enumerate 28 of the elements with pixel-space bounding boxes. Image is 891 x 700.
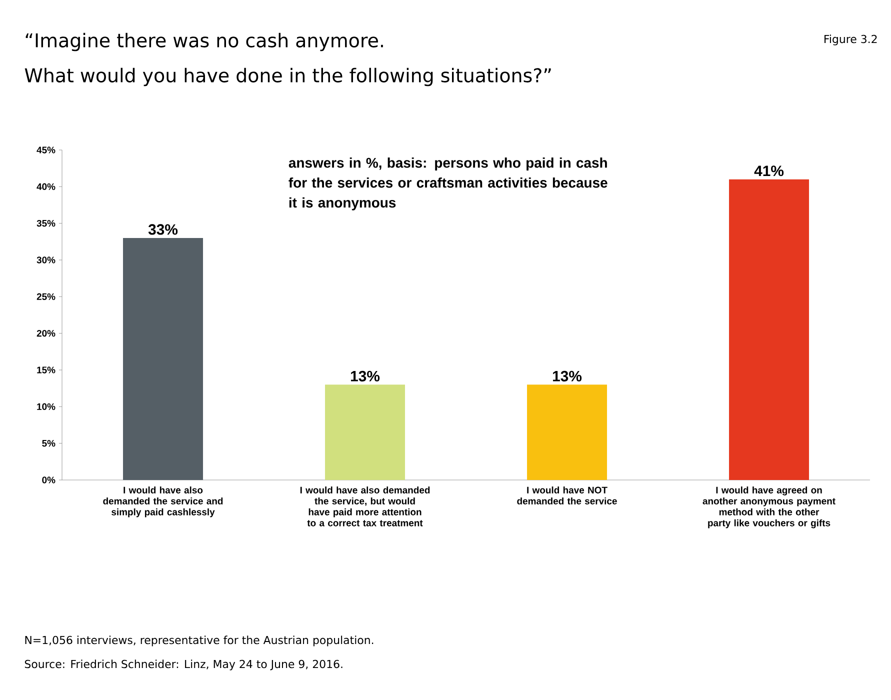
y-tick-label: 35%: [36, 220, 56, 227]
y-tick-label: 10%: [37, 403, 56, 410]
y-tick-label: 20%: [36, 330, 56, 337]
source-note: Source: Friedrich Schneider: Linz, May 24 to June 9, 2016.: [24, 660, 342, 670]
text: N=1,056 interviews, representative for the Austrian population.: [25, 636, 374, 646]
x-tick-label: I would have NOT demanded the service: [517, 486, 617, 504]
y-tick-label: 15%: [37, 366, 56, 374]
caption: Figure 3.2: [824, 34, 877, 46]
x-tick-label: I would have also demanded the service, but would have paid more attention to a correct tax treatment: [300, 486, 430, 526]
chart-title: “Imagine there was no cash anymore.: [26, 32, 383, 52]
bar: [527, 384, 608, 480]
bar: [325, 384, 406, 480]
y-tick-label: 25%: [36, 293, 56, 300]
y-tick-label: 30%: [36, 256, 56, 264]
data-label: 13%: [350, 370, 380, 382]
data-label: 33%: [148, 224, 178, 235]
y-tick-label: 40%: [36, 183, 56, 190]
data-label: 13%: [552, 370, 582, 382]
x-tick-label: I would have also demanded the service and simply paid cashlessly: [103, 486, 223, 518]
x-tick-label: I would have agreed on another anonymous payment method with the other party like vouchers or gifts: [702, 486, 836, 528]
y-tick-label: 45%: [36, 146, 56, 154]
bar: [729, 179, 810, 480]
data-label: 41%: [754, 166, 784, 176]
chart-subtitle: What would you have done in the following situations?”: [24, 68, 551, 86]
y-tick-label: 0%: [42, 476, 56, 484]
annotation: answers in %, basis: persons who paid in cash for the services or craftsman activities because it is anonymous: [288, 158, 608, 210]
bar: [123, 238, 204, 480]
y-tick-label: 5%: [42, 440, 56, 447]
